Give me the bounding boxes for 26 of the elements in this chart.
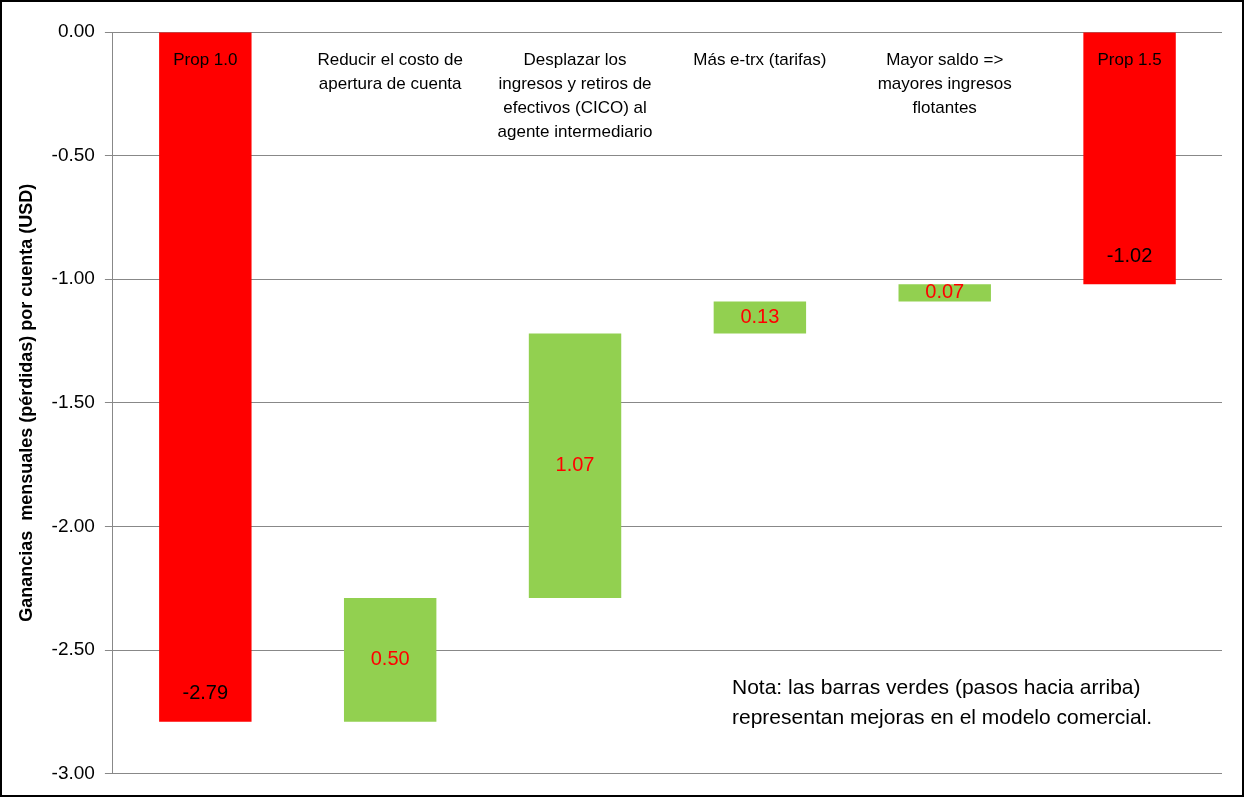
y-tick-label: 0.00 — [57, 20, 95, 42]
bar — [1083, 32, 1176, 285]
bar — [528, 333, 622, 599]
x-tick-label: Mayor saldo => mayores ingresos flotantes — [877, 50, 1012, 118]
data-label: -2.79 — [182, 681, 229, 704]
x-tick-label: Más e-trx (tarifas) — [693, 50, 827, 70]
y-tick-label: -2.00 — [51, 514, 95, 536]
y-tick-label: -2.50 — [51, 638, 95, 660]
data-label: 0.13 — [740, 305, 780, 328]
x-tick-label: Prop 1.5 — [1097, 50, 1162, 70]
x-tick-label: Reducir el costo de apertura de cuenta — [317, 50, 463, 94]
bar — [713, 301, 807, 334]
x-tick-label: Prop 1.0 — [173, 50, 238, 70]
y-axis-title: Ganancias mensuales (pérdidas) por cuenta (USD) — [15, 183, 36, 622]
annotation: Nota: las barras verdes (pasos hacia arriba) representan mejoras en el modelo comercial. — [732, 675, 1153, 729]
bar — [159, 32, 252, 722]
y-tick-label: -1.00 — [51, 267, 95, 289]
y-tick-label: -3.00 — [51, 761, 95, 783]
x-tick-label: Desplazar los ingresos y retiros de efectivos (CICO) al agente intermediario — [497, 50, 653, 142]
data-label: 0.07 — [925, 280, 965, 303]
y-tick-label: -0.50 — [51, 143, 95, 165]
data-label: 0.50 — [370, 647, 410, 670]
bar — [343, 598, 437, 722]
data-label: 1.07 — [555, 453, 595, 476]
data-label: -1.02 — [1106, 243, 1153, 266]
y-tick-label: -1.50 — [51, 391, 95, 413]
